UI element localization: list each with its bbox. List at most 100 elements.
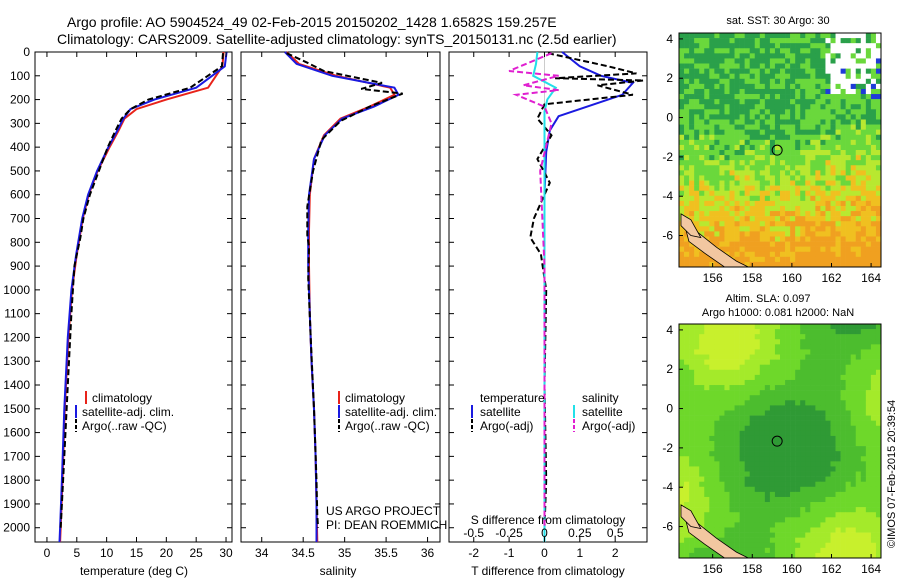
map-cell	[860, 339, 867, 345]
map-cell	[850, 547, 857, 554]
map-cell	[835, 334, 841, 340]
map-cell	[709, 261, 715, 268]
map-cell	[739, 476, 745, 482]
x-tick-label: 35.5	[374, 546, 398, 560]
map-cell	[820, 175, 826, 181]
map-cell	[780, 542, 786, 549]
map-cell	[684, 43, 690, 49]
map-cell	[845, 430, 851, 437]
map-cell	[744, 83, 750, 90]
map-cell	[835, 344, 841, 350]
map-cell	[835, 78, 841, 85]
map-cell	[845, 552, 851, 559]
map-cell	[759, 88, 766, 95]
map-cell	[850, 190, 857, 197]
map-cell	[694, 119, 700, 125]
map-cell	[820, 537, 826, 544]
map-cell	[855, 425, 862, 432]
map-cell	[865, 205, 872, 212]
map-cell	[780, 395, 786, 401]
map-cell	[719, 339, 725, 345]
map-cell	[724, 226, 730, 232]
map-cell	[830, 456, 836, 462]
map-cell	[840, 461, 846, 467]
map-cell	[780, 537, 786, 544]
map-cell	[704, 425, 710, 432]
map-cell	[810, 119, 816, 125]
map-cell	[734, 205, 740, 212]
map-cell	[830, 241, 836, 247]
map-cell	[729, 119, 735, 125]
map-cell	[709, 99, 715, 105]
map-cell	[679, 109, 685, 115]
map-cell	[729, 94, 735, 100]
map-cell	[739, 73, 745, 80]
map-cell	[724, 435, 730, 442]
map-cell	[855, 48, 862, 54]
map-cell	[734, 251, 740, 258]
map-cell	[689, 53, 695, 59]
map-cell	[845, 211, 851, 217]
map-cell	[830, 73, 836, 80]
map-cell	[764, 522, 771, 528]
map-cell	[805, 507, 811, 513]
map-cell	[744, 124, 750, 130]
map-cell	[825, 369, 831, 376]
map-cell	[805, 134, 811, 141]
map-cell	[820, 512, 826, 518]
map-cell	[795, 405, 801, 411]
map-cell	[785, 226, 791, 232]
map-cell	[729, 205, 735, 212]
map-cell	[785, 68, 791, 74]
map-cell	[679, 53, 685, 59]
map-cell	[845, 221, 851, 227]
map-cell	[815, 139, 821, 146]
map-cell	[830, 349, 836, 355]
map-cell	[714, 481, 720, 488]
map-cell	[744, 190, 750, 197]
map-cell	[805, 390, 811, 396]
map-cell	[734, 496, 740, 503]
map-cell	[845, 165, 851, 171]
map-cell	[785, 359, 791, 365]
map-cell	[780, 119, 786, 125]
map-cell	[744, 175, 750, 181]
map-cell	[820, 165, 826, 171]
map-cell	[714, 522, 720, 528]
map-cell	[759, 527, 766, 533]
map-cell	[830, 471, 836, 477]
map-cell	[759, 221, 766, 227]
x-tick-label: 2	[612, 546, 619, 560]
map-cell	[780, 527, 786, 533]
map-cell	[704, 195, 710, 202]
map-cell	[780, 205, 786, 212]
map-cell	[689, 385, 695, 391]
map-cell	[855, 461, 862, 467]
map-cell	[729, 185, 735, 191]
map-cell	[734, 221, 740, 227]
map-cell	[875, 410, 882, 416]
map-cell	[865, 466, 872, 472]
map-cell	[774, 344, 781, 350]
map-cell	[734, 78, 740, 85]
map-cell	[830, 374, 836, 381]
map-cell	[785, 129, 791, 136]
map-cell	[780, 261, 786, 268]
map-cell	[830, 405, 836, 411]
map-cell	[825, 246, 831, 253]
map-cell	[780, 415, 786, 421]
map-cell	[749, 246, 756, 253]
map-cell	[865, 58, 872, 64]
map-cell	[724, 43, 730, 49]
map-cell	[679, 364, 685, 371]
map-cell	[714, 114, 720, 120]
map-cell	[875, 461, 882, 467]
map-cell	[800, 369, 806, 376]
map-cell	[714, 344, 720, 350]
map-cell	[699, 395, 705, 401]
map-cell	[845, 246, 851, 253]
map-cell	[870, 109, 877, 115]
map-cell	[749, 180, 756, 186]
map-cell	[835, 359, 841, 365]
map-cell	[774, 195, 781, 202]
